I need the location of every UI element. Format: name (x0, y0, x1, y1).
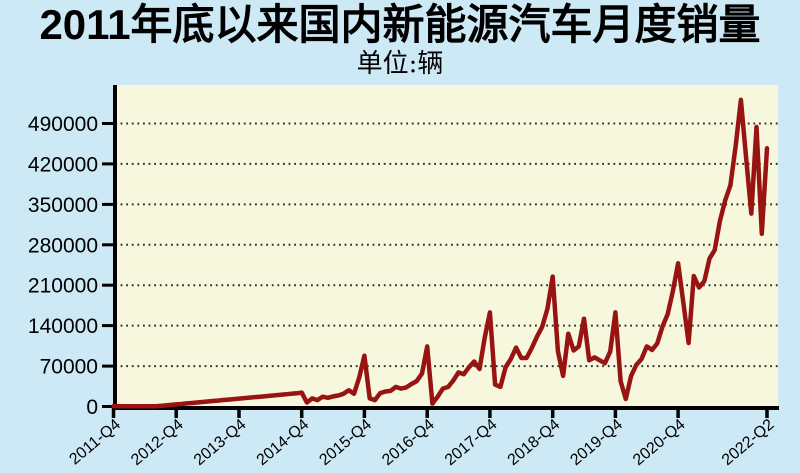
y-tick-label: 280000 (28, 234, 98, 257)
sales-line (111, 97, 770, 409)
y-tick-label: 0 (86, 396, 98, 419)
y-tick-label: 140000 (28, 315, 98, 338)
x-tick-label: 2018-Q4 (505, 416, 564, 469)
y-tick-label: 70000 (40, 356, 98, 379)
y-tick-label: 490000 (28, 113, 98, 136)
plot-area (115, 85, 778, 408)
y-tick-label: 350000 (28, 194, 98, 217)
x-tick-label: 2019-Q4 (567, 416, 626, 469)
x-tick-label: 2016-Q4 (379, 416, 438, 469)
x-tick-label: 2015-Q4 (316, 416, 375, 469)
x-tick-label: 2022-Q2 (719, 416, 778, 469)
x-tick-label: 2017-Q4 (442, 416, 501, 469)
x-tick-label: 2013-Q4 (191, 416, 250, 469)
y-tick-label: 420000 (28, 153, 98, 176)
x-tick-label: 2012-Q4 (128, 416, 187, 469)
x-tick-label: 2014-Q4 (254, 416, 313, 469)
x-tick-label: 2011-Q4 (66, 416, 124, 468)
chart-subtitle: 单位:辆 (356, 49, 444, 79)
x-tick-label: 2020-Q4 (630, 416, 689, 469)
chart-title: 2011年底以来国内新能源汽车月度销量 (39, 1, 761, 48)
y-tick-label: 210000 (28, 275, 98, 298)
